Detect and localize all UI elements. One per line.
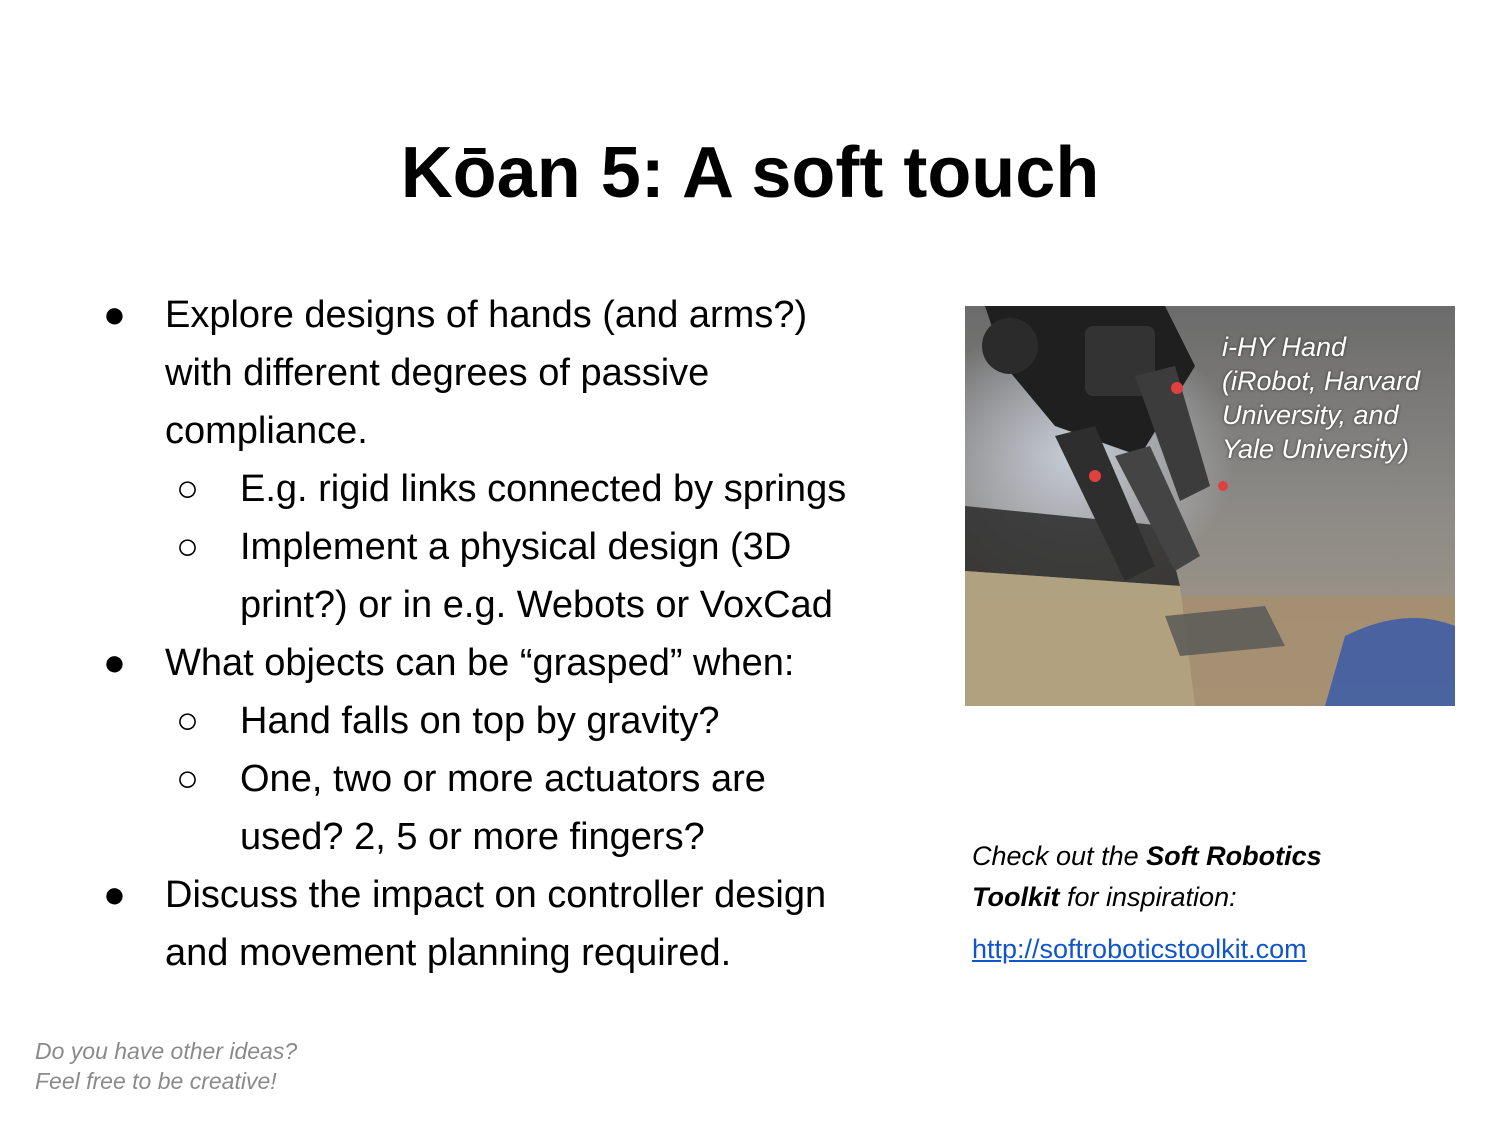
footer-note: Do you have other ideas? Feel free to be… [35, 1036, 297, 1096]
bullet-item: ● What objects can be “grasped” when: [100, 634, 920, 692]
caption-line: i-HY Hand [1222, 332, 1347, 362]
resource-name-2: Toolkit [972, 882, 1060, 912]
resource-name-1: Soft Robotics [1146, 841, 1322, 871]
sub-bullet-item: ○ Hand falls on top by gravity? [100, 692, 920, 750]
bullet-line: What objects can be “grasped” when: [165, 642, 795, 684]
bullet-line: Discuss the impact on controller design [165, 874, 827, 916]
sub-bullet-item: ○ One, two or more actuators are used? 2… [100, 750, 920, 866]
sub-bullet-line: Hand falls on top by gravity? [240, 700, 720, 742]
toolkit-link[interactable]: http://softroboticstoolkit.com [972, 934, 1307, 964]
sub-bullet-item: ○ E.g. rigid links connected by springs [100, 460, 920, 518]
bullet-line: and movement planning required. [165, 932, 732, 974]
bullet-dot-icon: ● [103, 874, 126, 916]
resource-suffix: for inspiration: [1059, 882, 1237, 912]
bullet-item: ● Discuss the impact on controller desig… [100, 866, 920, 982]
sub-bullet-circle-icon: ○ [176, 700, 199, 742]
sub-bullet-line: Implement a physical design (3D [240, 526, 792, 568]
robot-hand-image [965, 306, 1455, 706]
caption-line: University, and [1222, 400, 1399, 430]
sub-bullet-line: One, two or more actuators are [240, 758, 766, 800]
sub-bullet-item: ○ Implement a physical design (3D print?… [100, 518, 920, 634]
sub-bullet-line: print?) or in e.g. Webots or VoxCad [240, 584, 833, 626]
bullet-line: compliance. [165, 410, 368, 452]
footer-line-1: Do you have other ideas? [35, 1038, 298, 1064]
sub-bullet-circle-icon: ○ [176, 758, 199, 800]
slide-title: Kōan 5: A soft touch [400, 133, 1100, 213]
bullet-line: with different degrees of passive [165, 352, 710, 394]
sub-bullet-line: E.g. rigid links connected by springs [240, 468, 847, 510]
caption-line: Yale University) [1222, 434, 1410, 464]
bullet-dot-icon: ● [103, 642, 126, 684]
bullet-line: Explore designs of hands (and arms?) [165, 294, 808, 336]
bullet-list: ● Explore designs of hands (and arms?) w… [100, 286, 920, 982]
bullet-item: ● Explore designs of hands (and arms?) w… [100, 286, 920, 460]
sub-bullet-circle-icon: ○ [176, 526, 199, 568]
footer-line-2: Feel free to be creative! [35, 1068, 277, 1094]
caption-line: (iRobot, Harvard [1222, 366, 1421, 396]
resource-prefix: Check out the [972, 841, 1147, 871]
resource-text: Check out the Soft Robotics Toolkit for i… [972, 836, 1392, 918]
robot-hand-photo [965, 306, 1455, 706]
sub-bullet-circle-icon: ○ [176, 468, 199, 510]
sub-bullet-line: used? 2, 5 or more fingers? [240, 816, 705, 858]
photo-caption: i-HY Hand (iRobot, Harvard University, a… [1222, 330, 1452, 466]
bullet-dot-icon: ● [103, 294, 126, 336]
